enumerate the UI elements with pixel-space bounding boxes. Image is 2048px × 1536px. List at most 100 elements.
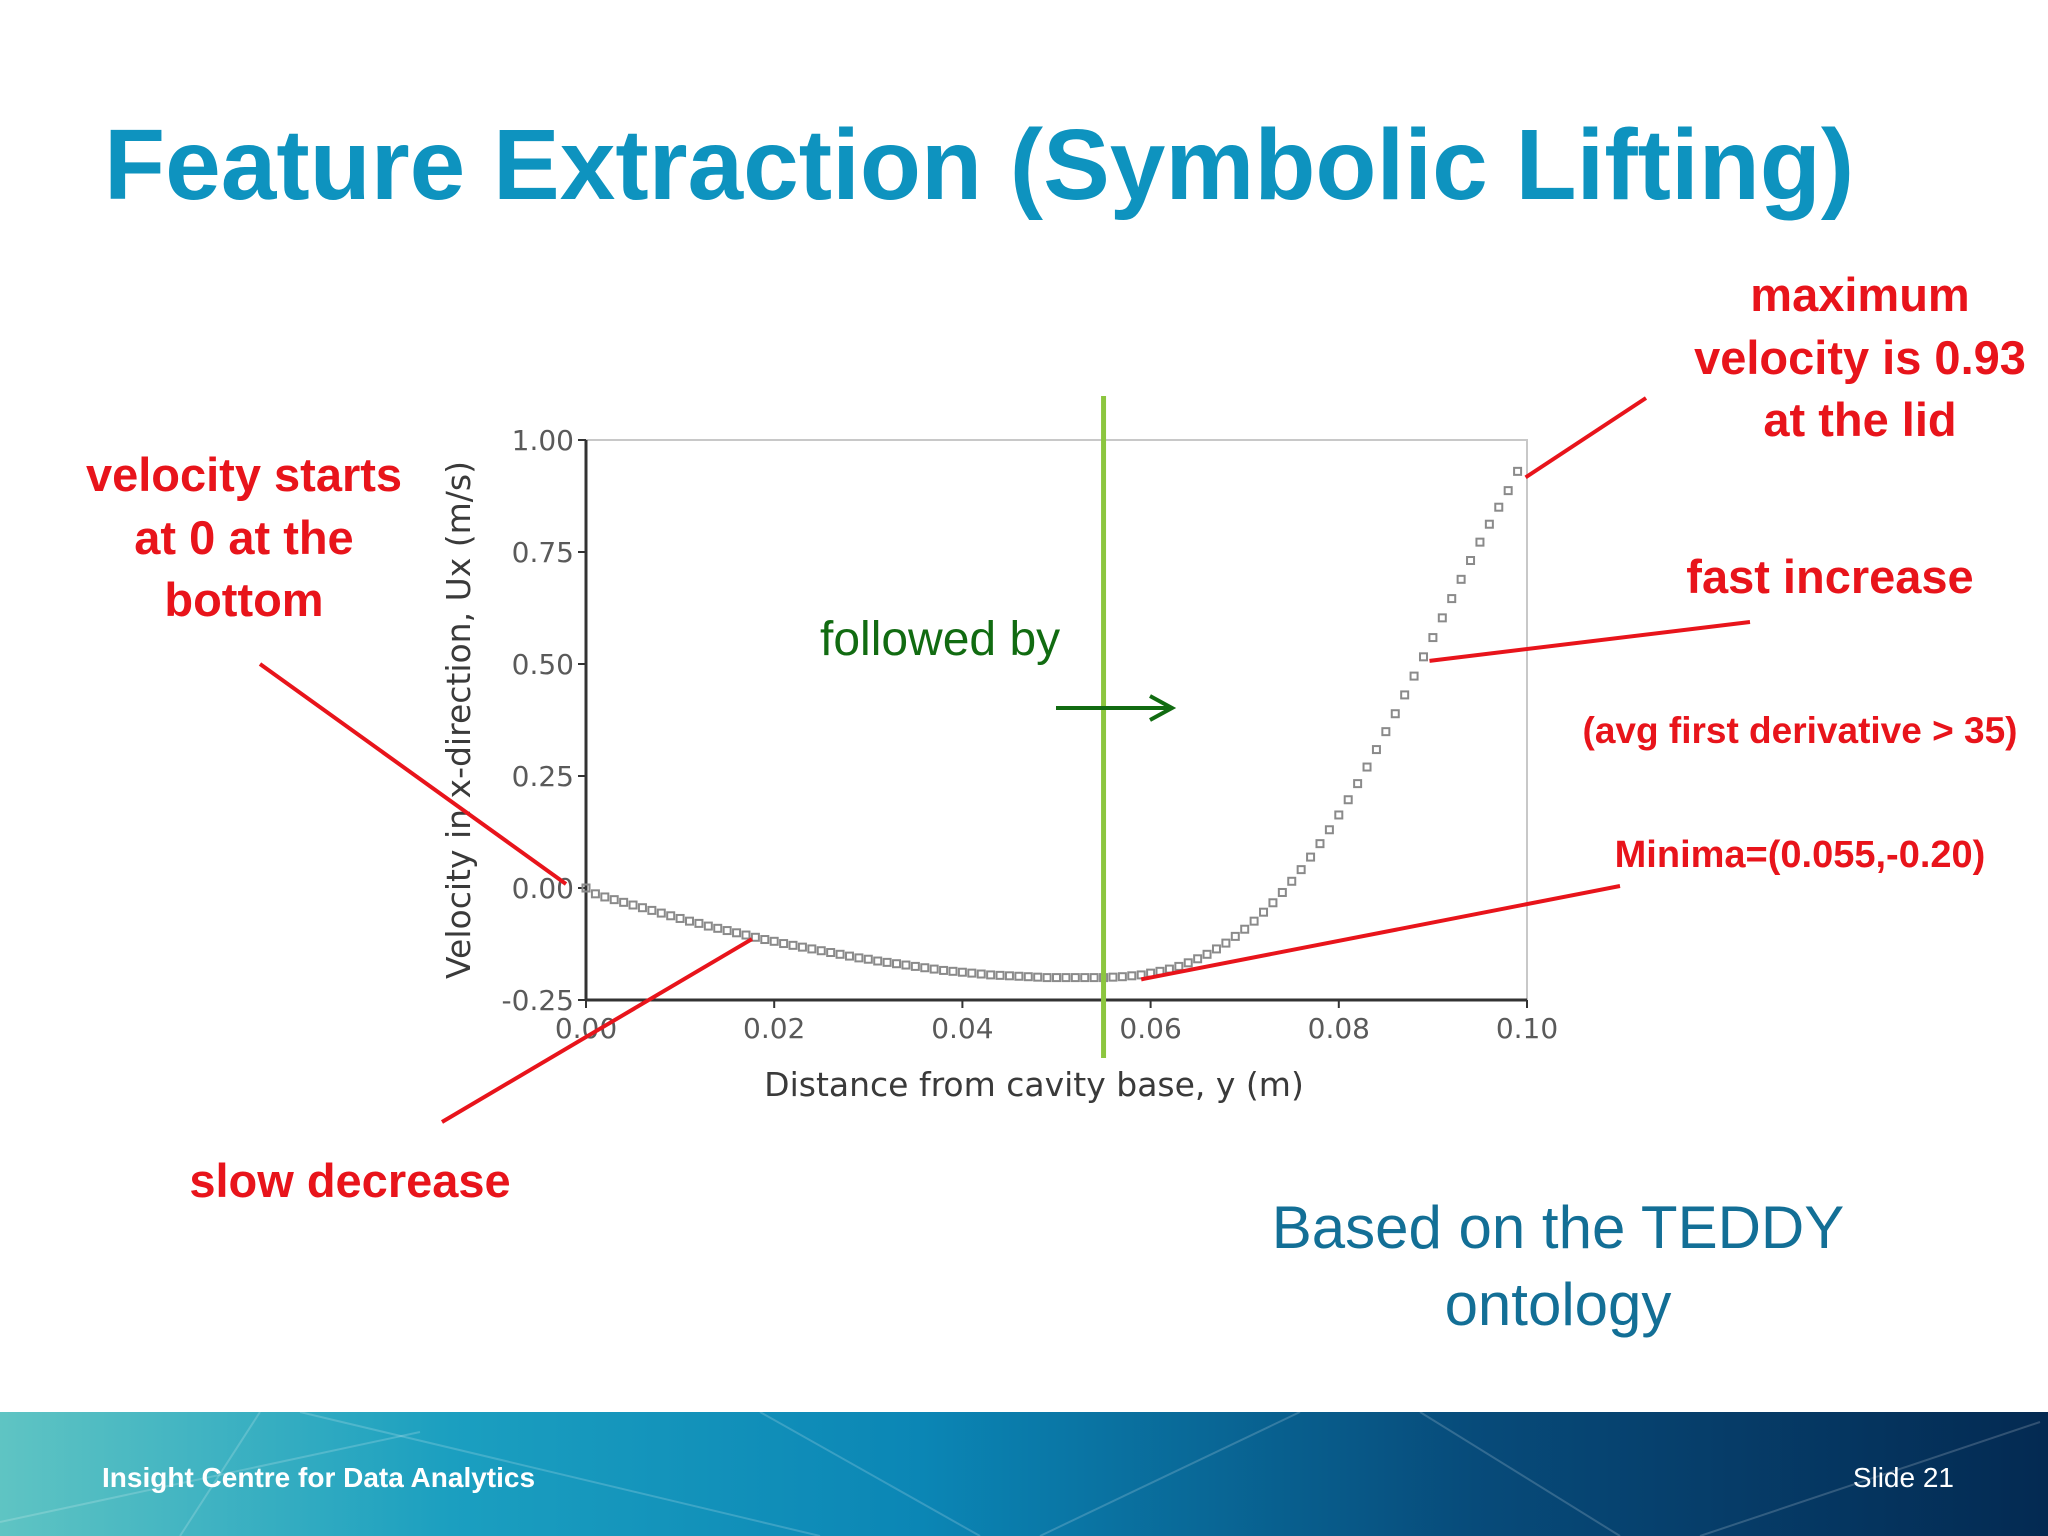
data-point — [901, 960, 911, 970]
data-point — [1475, 537, 1485, 547]
y-tick-label: 0.00 — [512, 872, 574, 905]
annotation-max-line-3: at the lid — [1763, 393, 1957, 446]
data-point — [1183, 958, 1193, 968]
y-tick-label: 0.75 — [512, 536, 574, 569]
data-point — [1400, 690, 1410, 700]
data-point — [1418, 652, 1428, 662]
data-point — [1456, 574, 1466, 584]
data-point — [656, 908, 666, 918]
teddy-note-line-1: Based on the TEDDY — [1271, 1194, 1845, 1261]
annotation-start-line-1: velocity starts — [85, 448, 403, 501]
data-point — [647, 905, 657, 915]
data-point — [929, 964, 939, 974]
plot-border — [585, 439, 1528, 1001]
data-point — [1503, 486, 1513, 496]
slide-title: Feature Extraction (Symbolic Lifting) — [104, 109, 1855, 221]
data-point — [609, 895, 619, 905]
data-point — [1108, 972, 1118, 982]
data-point — [1268, 898, 1278, 908]
data-point — [1221, 938, 1231, 948]
slide-number: Slide 21 — [1852, 1462, 1954, 1493]
data-point — [779, 939, 789, 949]
annotation-slow-decrease: slow decrease — [189, 1154, 511, 1207]
annotation-overlay — [258, 396, 1751, 1124]
data-point — [1494, 502, 1504, 512]
data-point — [694, 918, 704, 928]
footer-bar: Insight Centre for Data Analytics Slide … — [0, 1412, 2048, 1536]
data-point — [1437, 613, 1447, 623]
x-axis-label: Distance from cavity base, y (m) — [764, 1065, 1304, 1104]
data-points — [581, 466, 1523, 983]
data-point — [797, 942, 807, 952]
data-point — [1004, 971, 1014, 981]
data-point — [1390, 709, 1400, 719]
axis-ticks: 0.00 0.02 0.04 0.06 0.08 0.10-0.250.000.250.5… — [502, 424, 1559, 1045]
x-tick-label: 0.04 — [931, 1012, 993, 1045]
data-point — [1042, 973, 1052, 983]
arrow-right-icon — [1149, 694, 1177, 722]
data-point — [1277, 887, 1287, 897]
data-point — [1353, 779, 1363, 789]
data-point — [1014, 971, 1024, 981]
x-tick-label: 0.08 — [1308, 1012, 1370, 1045]
data-point — [732, 928, 742, 938]
data-point — [1033, 972, 1043, 982]
y-tick-label: 1.00 — [512, 424, 574, 457]
annotation-derivative: (avg first derivative > 35) — [1582, 710, 2018, 751]
data-point — [957, 967, 967, 977]
data-point — [1202, 949, 1212, 959]
data-point — [1174, 961, 1184, 971]
data-point — [844, 951, 854, 961]
data-point — [581, 883, 591, 893]
data-point — [1381, 727, 1391, 737]
y-tick-label: 0.25 — [512, 760, 574, 793]
data-point — [769, 936, 779, 946]
x-tick-label: 0.10 — [1496, 1012, 1558, 1045]
y-tick-label: -0.25 — [502, 984, 574, 1017]
data-point — [995, 970, 1005, 980]
data-point — [675, 913, 685, 923]
annotation-max-line-2: velocity is 0.93 — [1694, 330, 2026, 384]
data-point — [1240, 924, 1250, 934]
data-point — [788, 940, 798, 950]
data-point — [939, 965, 949, 975]
data-point — [873, 956, 883, 966]
data-point — [854, 953, 864, 963]
data-point — [1023, 972, 1033, 982]
data-point — [882, 957, 892, 967]
data-point — [1061, 973, 1071, 983]
data-point — [967, 968, 977, 978]
annotation-start-line-2: at 0 at the — [134, 510, 354, 564]
data-point — [619, 897, 629, 907]
data-point — [1070, 973, 1080, 983]
data-point — [1127, 971, 1137, 981]
annotation-maximum: maximum velocity is 0.93 at the lid — [1660, 264, 2048, 452]
annotation-fast-increase: fast increase — [1686, 550, 1974, 603]
pointer-minima — [1140, 884, 1621, 982]
data-point — [1249, 916, 1259, 926]
data-point — [1484, 519, 1494, 529]
data-point — [600, 892, 610, 902]
data-point — [1324, 825, 1334, 835]
data-point — [750, 932, 760, 942]
data-point — [920, 963, 930, 973]
data-point — [835, 949, 845, 959]
data-point — [986, 970, 996, 980]
data-point — [628, 900, 638, 910]
pointer-start — [258, 662, 568, 886]
data-point — [1447, 594, 1457, 604]
data-point — [1371, 745, 1381, 755]
data-point — [1211, 944, 1221, 954]
data-point — [1409, 671, 1419, 681]
data-point — [1466, 556, 1476, 566]
data-point — [590, 889, 600, 899]
data-point — [1343, 795, 1353, 805]
data-point — [948, 966, 958, 976]
data-point — [1287, 876, 1297, 886]
data-point — [816, 946, 826, 956]
data-point — [1052, 973, 1061, 983]
data-point — [760, 935, 770, 945]
data-point — [1117, 972, 1127, 982]
data-point — [1362, 762, 1372, 772]
